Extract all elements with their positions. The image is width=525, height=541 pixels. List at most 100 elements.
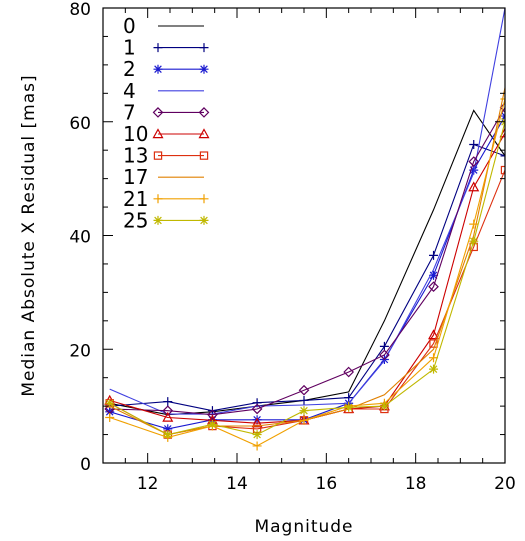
- data-point: [500, 151, 505, 161]
- data-point: [500, 94, 505, 104]
- data-point: [469, 140, 479, 149]
- legend-marker: [198, 107, 210, 118]
- x-tick-label: 12: [137, 474, 159, 494]
- legend-marker: [153, 194, 163, 204]
- x-tick-label: 16: [316, 474, 338, 494]
- series-line-7: [109, 107, 505, 416]
- data-point: [468, 181, 480, 192]
- data-point: [344, 402, 354, 412]
- y-tick-label: 40: [69, 228, 91, 248]
- legend-label: 21: [123, 187, 148, 211]
- legend-marker: [199, 43, 209, 53]
- legend-marker: [199, 194, 209, 204]
- data-point: [299, 406, 309, 416]
- x-tick-label: 20: [494, 474, 516, 494]
- x-tick-label: 14: [226, 474, 248, 494]
- data-point: [299, 395, 309, 405]
- legend-label: 13: [123, 144, 148, 168]
- legend-item: 4: [123, 79, 204, 103]
- data-point: [429, 364, 439, 374]
- y-tick-label: 80: [69, 0, 91, 20]
- legend-label: 1: [123, 36, 136, 60]
- data-point: [469, 219, 479, 229]
- data-point: [163, 397, 173, 407]
- series-line-2: [109, 115, 505, 430]
- legend-marker: [152, 128, 164, 139]
- data-point: [299, 415, 309, 425]
- data-point: [163, 424, 173, 434]
- series-line-21: [109, 98, 505, 447]
- legend-item: 25: [123, 208, 209, 232]
- series-line-4: [109, 8, 505, 415]
- data-point: [428, 281, 439, 293]
- data-point: [379, 341, 389, 351]
- data-point: [429, 250, 439, 260]
- legend-item: 13: [123, 144, 209, 168]
- data-point: [105, 407, 115, 417]
- series-line-13: [109, 169, 505, 436]
- legend-marker: [153, 151, 163, 160]
- series-line-17: [109, 87, 505, 436]
- series-7: [104, 102, 505, 421]
- legend-marker: [199, 151, 209, 160]
- y-axis-label: Median Absolute X Residual [mas]: [19, 74, 39, 396]
- legend-item: 17: [123, 165, 204, 189]
- legend-label: 4: [123, 79, 136, 103]
- series-17: [109, 87, 505, 436]
- legend-marker: [198, 128, 210, 139]
- data-point: [379, 349, 390, 361]
- data-point: [379, 401, 389, 411]
- legend-item: 1: [123, 36, 209, 60]
- y-tick-label: 0: [80, 455, 91, 475]
- data-point: [207, 419, 217, 429]
- legend-item: 7: [123, 100, 210, 124]
- legend-item: 0: [123, 14, 204, 38]
- legend-marker: [153, 64, 163, 74]
- legend-marker: [153, 43, 163, 53]
- legend-marker: [199, 215, 209, 225]
- y-tick-label: 60: [69, 114, 91, 134]
- data-point: [251, 403, 263, 415]
- y-tick-label: 20: [69, 341, 91, 361]
- series-line-25: [109, 121, 505, 436]
- data-point: [499, 102, 505, 113]
- data-point: [429, 270, 439, 280]
- data-point: [428, 329, 440, 340]
- legend-marker: [152, 107, 164, 118]
- data-point: [298, 384, 310, 396]
- data-point: [251, 417, 263, 428]
- legend-marker: [199, 64, 209, 74]
- legend-label: 10: [123, 122, 148, 146]
- data-point: [499, 127, 505, 138]
- data-point: [252, 441, 262, 451]
- legend-label: 7: [123, 100, 136, 124]
- plot-series-group: [104, 8, 505, 451]
- series-25: [105, 117, 505, 440]
- data-point: [105, 413, 115, 422]
- data-point: [162, 405, 174, 417]
- series-line-1: [109, 143, 505, 412]
- series-13: [105, 165, 505, 439]
- legend-item: 10: [123, 122, 210, 146]
- data-point: [207, 409, 218, 421]
- data-point: [105, 398, 115, 408]
- data-point: [343, 366, 355, 378]
- data-point: [252, 430, 262, 440]
- legend-label: 0: [123, 14, 136, 38]
- series-line-10: [109, 132, 505, 424]
- data-point: [162, 411, 174, 422]
- series-2: [105, 111, 505, 434]
- legend-label: 2: [123, 57, 136, 81]
- legend-item: 21: [123, 187, 209, 211]
- x-axis-label: Magnitude: [254, 517, 353, 537]
- legend-item: 2: [123, 57, 209, 81]
- data-point: [468, 156, 480, 167]
- data-point: [469, 236, 479, 246]
- legend-label: 17: [123, 165, 148, 189]
- legend-label: 25: [123, 208, 148, 232]
- data-point: [429, 339, 438, 348]
- legend-marker: [153, 215, 163, 225]
- series-4: [109, 8, 505, 415]
